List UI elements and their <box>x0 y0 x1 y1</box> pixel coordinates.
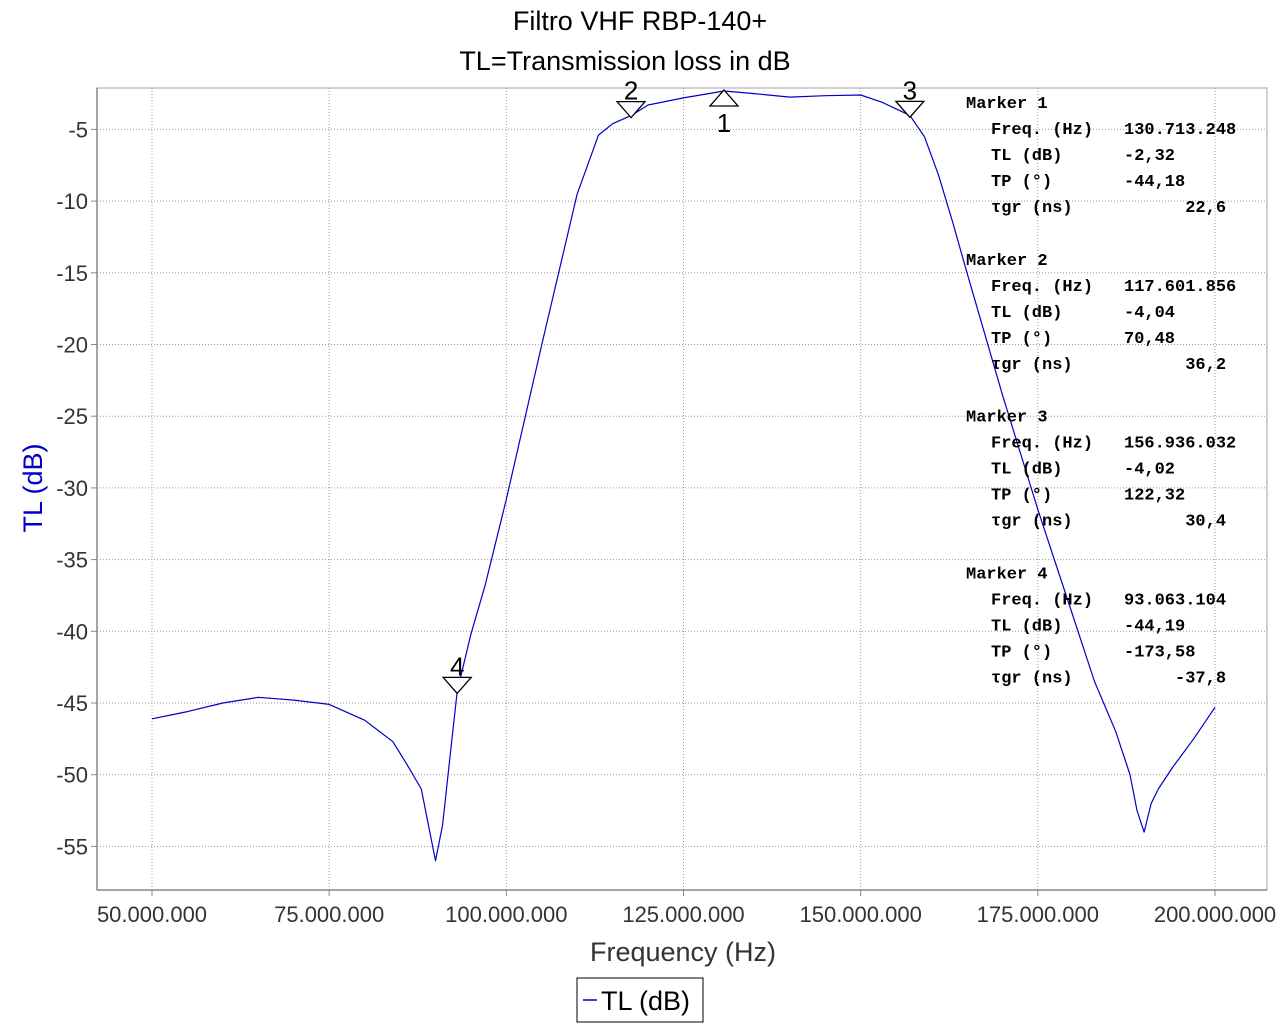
marker-info-field-value: -37,8 <box>1124 669 1226 688</box>
x-tick-label: 125.000.000 <box>622 902 744 927</box>
marker-info-field-label: TP (°) <box>991 643 1052 662</box>
marker-info-field-label: TL (dB) <box>991 461 1062 480</box>
marker-info-field-label: Freq. (Hz) <box>991 278 1093 297</box>
marker-3: 3 <box>894 75 926 119</box>
marker-info-field-value: 130.713.248 <box>1124 121 1236 140</box>
marker-info-field-value: 122,32 <box>1124 487 1185 506</box>
grid <box>97 88 1267 890</box>
chart-subtitle: TL=Transmission loss in dB <box>459 46 790 76</box>
chart-title: Filtro VHF RBP-140+ <box>513 6 767 36</box>
marker-info-field-value: 30,4 <box>1124 513 1226 532</box>
marker-2: 2 <box>615 76 647 119</box>
marker-info-field-label: TP (°) <box>991 173 1052 192</box>
marker-info-field-value: -4,04 <box>1124 304 1175 323</box>
marker-triangle-icon <box>708 88 740 107</box>
marker-info-field-value: 70,48 <box>1124 330 1175 349</box>
marker-triangle-icon <box>615 100 647 119</box>
x-axis-label: Frequency (Hz) <box>590 937 776 967</box>
marker-info-field-value: -44,18 <box>1124 173 1185 192</box>
marker-info-heading: Marker 3 <box>966 409 1048 428</box>
marker-info-field-label: TP (°) <box>991 330 1052 349</box>
marker-info-field-value: -173,58 <box>1124 643 1195 662</box>
y-tick-label: -20 <box>56 333 88 358</box>
marker-info-field-label: τgr (ns) <box>991 356 1073 375</box>
y-tick-label: -35 <box>56 548 88 573</box>
y-tick-label: -55 <box>56 834 88 859</box>
marker-info-field-value: 22,6 <box>1124 199 1226 218</box>
marker-info-field-value: 117.601.856 <box>1124 278 1236 297</box>
x-tick-label: 75.000.000 <box>274 902 384 927</box>
x-tick-label: 200.000.000 <box>1154 902 1276 927</box>
y-axis-label: TL (dB) <box>18 443 48 532</box>
marker-info-1: Marker 1 Freq. (Hz) 130.713.248 TL (dB) -2,3… <box>966 95 1236 218</box>
marker-info-field-value: -4,02 <box>1124 461 1175 480</box>
marker-info-field-value: 93.063.104 <box>1124 591 1226 610</box>
marker-info-field-label: τgr (ns) <box>991 199 1073 218</box>
marker-info-3: Marker 3 Freq. (Hz) 156.936.032 TL (dB) -4,0… <box>966 409 1236 532</box>
marker-number: 4 <box>450 651 464 681</box>
y-tick-label: -15 <box>56 261 88 286</box>
plot-area <box>96 87 1268 891</box>
marker-triangle-icon <box>441 676 473 695</box>
marker-info-field-label: Freq. (Hz) <box>991 121 1093 140</box>
marker-info-field-value: -44,19 <box>1124 617 1185 636</box>
marker-info-field-label: TL (dB) <box>991 304 1062 323</box>
marker-info-field-label: Freq. (Hz) <box>991 435 1093 454</box>
legend-label: TL (dB) <box>601 986 690 1016</box>
series-group <box>151 90 1216 862</box>
marker-4: 4 <box>441 651 473 695</box>
marker-info-field-value: 36,2 <box>1124 356 1226 375</box>
y-tick-label: -30 <box>56 476 88 501</box>
x-tick-label: 150.000.000 <box>799 902 921 927</box>
marker-info-panel: Marker 1 Freq. (Hz) 130.713.248 TL (dB) -2,3… <box>966 95 1236 688</box>
marker-number: 2 <box>624 76 638 106</box>
marker-info-heading: Marker 1 <box>966 95 1048 114</box>
marker-info-field-label: τgr (ns) <box>991 513 1073 532</box>
marker-info-field-label: TL (dB) <box>991 617 1062 636</box>
x-tick-label: 100.000.000 <box>445 902 567 927</box>
x-tick-labels: 50.000.000 75.000.000 100.000.000 125.000.0… <box>97 902 1276 927</box>
y-tick-label: -10 <box>56 189 88 214</box>
marker-info-field-label: TL (dB) <box>991 147 1062 166</box>
marker-info-4: Marker 4 Freq. (Hz) 93.063.104 TL (dB) -44,1… <box>966 565 1226 688</box>
y-tick-labels: -5 -10 -15 -20 -25 -30 -35 -40 -45 -50 -55 <box>56 117 88 859</box>
legend-box <box>576 977 704 1023</box>
marker-info-field-value: 156.936.032 <box>1124 435 1236 454</box>
x-tick-label: 50.000.000 <box>97 902 207 927</box>
marker-triangle-icon <box>894 100 926 119</box>
marker-number: 1 <box>717 108 731 138</box>
series-line <box>151 90 1216 862</box>
marker-info-field-label: TP (°) <box>991 487 1052 506</box>
marker-info-field-label: τgr (ns) <box>991 669 1073 688</box>
y-tick-label: -40 <box>56 619 88 644</box>
marker-info-heading: Marker 2 <box>966 252 1048 271</box>
y-tick-label: -45 <box>56 691 88 716</box>
marker-info-field-value: -2,32 <box>1124 147 1175 166</box>
y-tick-label: -25 <box>56 404 88 429</box>
marker-1: 1 <box>708 88 740 138</box>
marker-info-heading: Marker 4 <box>966 565 1048 584</box>
marker-info-field-label: Freq. (Hz) <box>991 591 1093 610</box>
legend: TL (dB) <box>576 977 704 1023</box>
axes <box>91 88 1267 896</box>
x-tick-label: 175.000.000 <box>977 902 1099 927</box>
marker-info-2: Marker 2 Freq. (Hz) 117.601.856 TL (dB) -4,0… <box>966 252 1236 375</box>
marker-number: 3 <box>903 75 917 105</box>
y-tick-label: -5 <box>68 117 88 142</box>
y-tick-label: -50 <box>56 763 88 788</box>
markers-group: 1 2 3 4 <box>441 75 926 695</box>
